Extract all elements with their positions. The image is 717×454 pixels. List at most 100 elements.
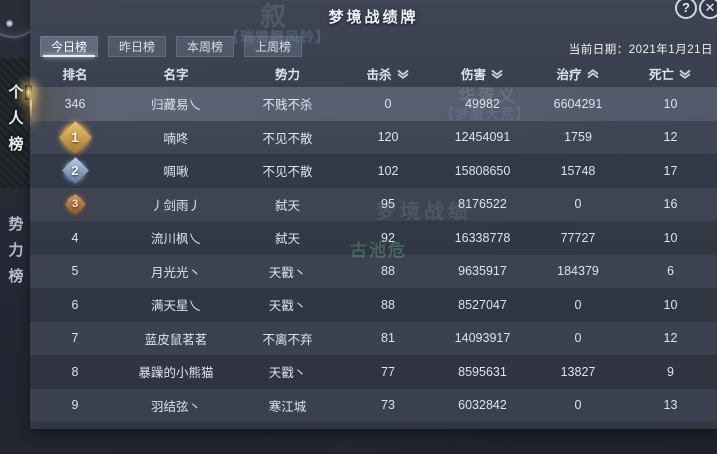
player-name: 流川枫乀 bbox=[150, 232, 201, 247]
column-label: 势力 bbox=[274, 68, 300, 82]
tab-last-week[interactable]: 上周榜 bbox=[244, 36, 303, 57]
deaths-value: 16 bbox=[663, 197, 678, 212]
table-row[interactable]: 8 暴躁的小熊猫 天戳丶 77 8595631 13827 9 bbox=[30, 355, 717, 389]
table-row[interactable]: 2 啁啾 不见不散 102 15808650 15748 17 bbox=[30, 154, 717, 188]
healing-value: 0 bbox=[574, 297, 582, 312]
rank-cell: 4 bbox=[30, 231, 120, 245]
column-label: 伤害 bbox=[460, 68, 486, 82]
period-tabbar: 今日榜 昨日榜 本周榜 上周榜 bbox=[40, 36, 303, 58]
column-header-0: 排名 bbox=[30, 64, 120, 83]
table-row[interactable]: 1 喃咚 不见不散 120 12454091 1759 12 bbox=[30, 120, 717, 154]
table-row[interactable]: 7 蓝皮鼠茗茗 不离不弃 81 14093917 0 12 bbox=[30, 321, 717, 355]
healing-value: 1759 bbox=[564, 130, 592, 145]
gold-medal-icon: 1 bbox=[62, 124, 88, 151]
damage-value: 12454091 bbox=[454, 130, 511, 145]
kills-value: 102 bbox=[377, 163, 399, 178]
kills-value: 77 bbox=[381, 364, 395, 379]
rank-cell: 8 bbox=[30, 365, 120, 379]
player-name: 蓝皮鼠茗茗 bbox=[144, 332, 208, 347]
kills-value: 0 bbox=[384, 96, 392, 111]
title-bar: 梦境战绩牌 ? ✕ bbox=[30, 0, 717, 32]
healing-value: 15748 bbox=[560, 163, 596, 178]
faction-name: 天戳丶 bbox=[268, 299, 307, 314]
damage-value: 15808650 bbox=[454, 163, 511, 178]
kills-value: 73 bbox=[381, 398, 395, 413]
healing-value: 6604291 bbox=[553, 96, 603, 111]
page-title: 梦境战绩牌 bbox=[328, 9, 419, 26]
tab-this-week[interactable]: 本周榜 bbox=[176, 36, 235, 57]
table-row[interactable]: 5 月光光丶 天戳丶 88 9635917 184379 6 bbox=[30, 254, 717, 288]
table-row[interactable]: 346 归藏易乀 不贱不杀 0 49982 6604291 10 bbox=[29, 87, 717, 121]
table-row[interactable]: 9 羽结弦丶 寒江城 73 6032842 0 13 bbox=[30, 388, 717, 422]
table-row[interactable]: 3 丿剑雨丿 弑天 95 8176522 0 16 bbox=[30, 187, 717, 221]
deaths-value: 6 bbox=[667, 264, 674, 279]
healing-value: 13827 bbox=[560, 364, 596, 379]
rank-number: 5 bbox=[71, 264, 79, 279]
rank-cell: 5 bbox=[30, 264, 120, 278]
player-name: 月光光丶 bbox=[150, 265, 201, 280]
player-name: 暴躁的小熊猫 bbox=[138, 366, 214, 381]
faction-name: 不贱不杀 bbox=[262, 98, 313, 113]
faction-name: 不离不弃 bbox=[262, 332, 313, 347]
faction-name: 弑天 bbox=[274, 232, 300, 247]
damage-value: 14093917 bbox=[454, 331, 511, 346]
column-header-2: 势力 bbox=[232, 64, 343, 83]
damage-value: 9635917 bbox=[458, 264, 507, 279]
minimap-dot-decoration bbox=[6, 20, 13, 27]
tab-today[interactable]: 今日榜 bbox=[40, 36, 99, 57]
damage-value: 8595631 bbox=[458, 364, 507, 379]
table-row[interactable]: 4 流川枫乀 弑天 92 16338778 77727 10 bbox=[30, 221, 717, 255]
rank-cell: 9 bbox=[30, 398, 120, 412]
silver-medal-icon: 2 bbox=[64, 159, 86, 182]
column-header-3[interactable]: 击杀 bbox=[343, 64, 433, 83]
player-name: 丿剑雨丿 bbox=[150, 198, 201, 213]
bronze-medal-icon: 3 bbox=[66, 195, 84, 214]
tab-yesterday[interactable]: 昨日榜 bbox=[108, 36, 167, 57]
rank-number: 346 bbox=[64, 96, 86, 111]
sort-descending-icon bbox=[491, 69, 503, 79]
column-header-6[interactable]: 死亡 bbox=[624, 64, 717, 83]
rank-cell: 6 bbox=[30, 298, 120, 312]
table-body: 346 归藏易乀 不贱不杀 0 49982 6604291 10 1 喃咚 不见不散 120 1245… bbox=[29, 87, 717, 422]
table-header-row: 排名 名字 势力 击杀 伤害 治疗 死亡 bbox=[30, 60, 717, 87]
player-name: 归藏易乀 bbox=[150, 98, 201, 113]
healing-value: 0 bbox=[574, 331, 582, 346]
kills-value: 81 bbox=[381, 331, 395, 346]
damage-value: 49982 bbox=[465, 96, 500, 111]
column-label: 名字 bbox=[163, 68, 189, 82]
rank-cell: 3 bbox=[30, 195, 120, 214]
healing-value: 0 bbox=[574, 197, 582, 212]
rank-cell: 1 bbox=[30, 124, 120, 151]
faction-name: 天戳丶 bbox=[268, 265, 307, 280]
faction-name: 天戳丶 bbox=[268, 366, 307, 381]
faction-name: 寒江城 bbox=[268, 399, 307, 414]
damage-value: 8176522 bbox=[458, 197, 507, 212]
deaths-value: 10 bbox=[663, 297, 678, 312]
player-name: 满天星乀 bbox=[150, 299, 201, 314]
close-icon[interactable]: ✕ bbox=[699, 0, 717, 19]
rank-number: 7 bbox=[71, 331, 79, 346]
kills-value: 88 bbox=[381, 264, 395, 279]
faction-name: 不见不散 bbox=[262, 165, 313, 180]
column-label: 排名 bbox=[62, 68, 88, 82]
rank-number: 9 bbox=[71, 398, 79, 413]
sidebar-item-faction-rank[interactable]: 势力榜 bbox=[6, 216, 24, 294]
kills-value: 95 bbox=[381, 197, 395, 212]
player-name: 啁啾 bbox=[163, 165, 189, 180]
sort-ascending-icon bbox=[586, 68, 599, 78]
sidebar-item-personal-rank[interactable]: 个人榜 bbox=[0, 58, 30, 188]
damage-value: 16338778 bbox=[454, 230, 511, 245]
healing-value: 184379 bbox=[557, 264, 599, 279]
sort-descending-icon bbox=[679, 69, 691, 79]
damage-value: 8527047 bbox=[458, 297, 507, 312]
help-icon[interactable]: ? bbox=[675, 0, 697, 19]
table-row[interactable]: 6 满天星乀 天戳丶 88 8527047 0 10 bbox=[30, 288, 717, 322]
deaths-value: 17 bbox=[663, 163, 678, 178]
kills-value: 120 bbox=[377, 130, 399, 145]
column-label: 治疗 bbox=[556, 68, 582, 82]
deaths-value: 13 bbox=[663, 398, 678, 413]
sort-descending-icon bbox=[396, 69, 409, 79]
column-header-4[interactable]: 伤害 bbox=[433, 64, 532, 83]
player-name: 羽结弦丶 bbox=[150, 399, 201, 414]
column-header-5[interactable]: 治疗 bbox=[532, 64, 624, 83]
